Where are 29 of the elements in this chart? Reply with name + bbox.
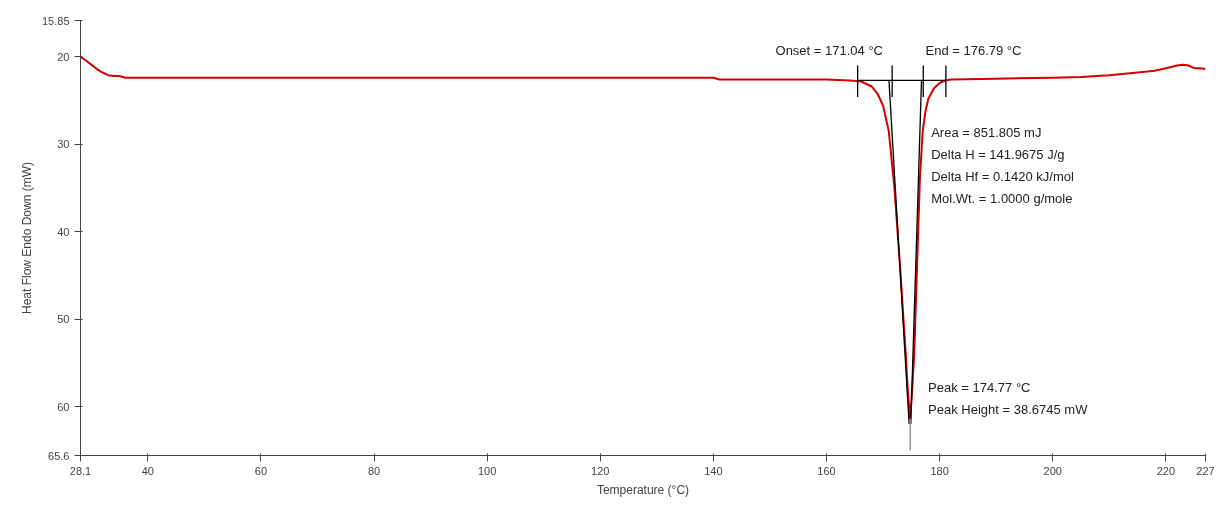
x-tick-label: 180	[930, 464, 949, 477]
annotation: Peak Height = 38.6745 mW	[928, 401, 1089, 417]
annotation: Mol.Wt. = 1.0000 g/mole	[931, 190, 1073, 206]
x-tick-label: 200	[1043, 464, 1062, 477]
y-tick-label: 50	[57, 313, 70, 326]
x-tick-label: 160	[817, 464, 836, 477]
annotation: Onset = 171.04 °C	[775, 43, 883, 59]
x-tick-label: 80	[367, 464, 381, 477]
x-tick-label: 100	[478, 464, 497, 477]
y-tick-label: 65.6	[48, 449, 70, 462]
annotation: Peak = 174.77 °C	[928, 379, 1031, 395]
y-tick-label: 30	[57, 138, 70, 151]
y-tick-label: 60	[57, 400, 70, 413]
annotation: Area = 851.805 mJ	[931, 124, 1042, 140]
y-axis-title: Heat Flow Endo Down (mW)	[19, 161, 34, 315]
annotation: End = 176.79 °C	[925, 43, 1022, 59]
x-tick-label: 60	[254, 464, 268, 477]
y-tick-label: 20	[57, 50, 70, 63]
y-tick-label: 15.85	[41, 14, 70, 27]
x-tick-label: 227	[1196, 464, 1215, 477]
x-tick-label: 140	[704, 464, 723, 477]
annotation: Delta Hf = 0.1420 kJ/mol	[931, 168, 1074, 184]
x-tick-label: 40	[141, 464, 154, 477]
x-tick-label: 28.1	[69, 464, 92, 477]
y-tick-label: 40	[57, 225, 70, 238]
annotation: Delta H = 141.9675 J/g	[931, 146, 1065, 162]
x-tick-label: 120	[591, 464, 610, 477]
x-tick-label: 220	[1156, 464, 1176, 477]
x-axis-title: Temperature (°C)	[596, 482, 690, 497]
